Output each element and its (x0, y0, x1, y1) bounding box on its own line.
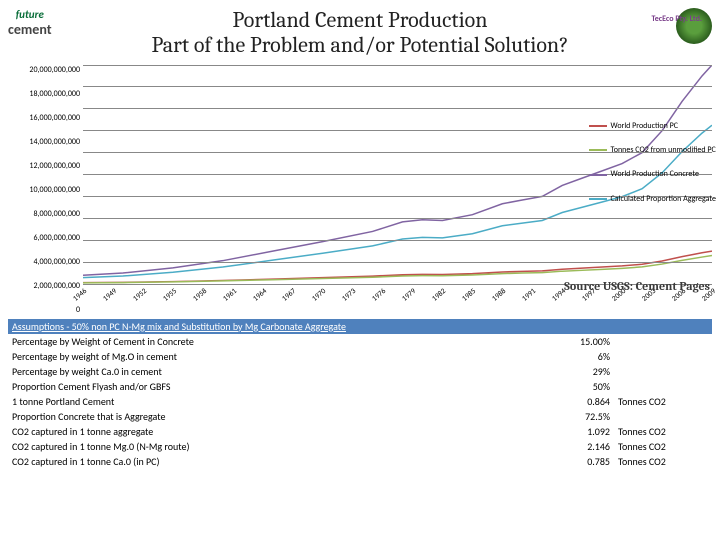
legend: World Production PC Tonnes CO2 from unmod… (589, 119, 716, 217)
table-row: Percentage by Weight of Cement in Concre… (8, 334, 712, 349)
y-tick: 10,000,000,000 (8, 185, 80, 195)
table-row: Percentage by weight of Mg.O in cement6% (8, 349, 712, 364)
logo-left-bottom: cement (8, 21, 52, 38)
row-value: 72.5% (546, 409, 614, 424)
y-tick: 18,000,000,000 (8, 89, 80, 99)
legend-swatch (589, 149, 607, 151)
grid-line (83, 262, 712, 263)
row-value: 29% (546, 364, 614, 379)
row-label: Percentage by Weight of Cement in Concre… (8, 334, 546, 349)
row-label: Percentage by weight of Mg.O in cement (8, 349, 546, 364)
title-line2: Part of the Problem and/or Potential Sol… (152, 32, 569, 58)
page-title: Portland Cement Production Part of the P… (8, 8, 712, 59)
x-tick: 1979 (401, 287, 418, 304)
grid-line (83, 240, 712, 241)
legend-label: World Production Concrete (611, 167, 699, 181)
table-row: Proportion Cement Flyash and/or GBFS50% (8, 379, 712, 394)
row-label: Percentage by weight Ca.0 in cement (8, 364, 546, 379)
y-tick: 20,000,000,000 (8, 65, 80, 75)
x-tick: 1970 (311, 287, 328, 304)
legend-label: World Production PC (611, 119, 679, 133)
y-tick: 4,000,000,000 (8, 257, 80, 267)
row-value: 6% (546, 349, 614, 364)
row-unit (614, 334, 712, 349)
table-row: CO2 captured in 1 tonne Ca.0 (in PC)0.78… (8, 454, 712, 469)
grid-line (83, 65, 712, 66)
y-tick: 8,000,000,000 (8, 209, 80, 219)
row-value: 0.785 (546, 454, 614, 469)
row-label: Proportion Concrete that is Aggregate (8, 409, 546, 424)
y-tick: 16,000,000,000 (8, 113, 80, 123)
y-tick: 14,000,000,000 (8, 137, 80, 147)
row-unit: Tonnes CO2 (614, 439, 712, 454)
legend-swatch (589, 174, 607, 176)
row-unit (614, 409, 712, 424)
row-label: CO2 captured in 1 tonne Mg.0 (N-Mg route… (8, 439, 546, 454)
legend-swatch (589, 198, 607, 200)
row-value: 50% (546, 379, 614, 394)
logo-right-text: TecEco Pty. Ltd. (651, 14, 702, 24)
row-value: 1.092 (546, 424, 614, 439)
x-tick: 1958 (191, 287, 208, 304)
row-label: 1 tonne Portland Cement (8, 394, 546, 409)
logo-left: future cement (8, 8, 52, 38)
table-row: CO2 captured in 1 tonne Mg.0 (N-Mg route… (8, 439, 712, 454)
x-tick: 1955 (161, 287, 178, 304)
row-label: CO2 captured in 1 tonne aggregate (8, 424, 546, 439)
y-axis: 20,000,000,000 18,000,000,000 16,000,000,0… (8, 65, 83, 315)
assumptions-table: Assumptions - 50% non PC N-Mg mix and Su… (8, 319, 712, 469)
y-tick: 12,000,000,000 (8, 161, 80, 171)
row-unit (614, 379, 712, 394)
row-unit: Tonnes CO2 (614, 394, 712, 409)
legend-swatch (589, 125, 607, 127)
table-row: Percentage by weight Ca.0 in cement29% (8, 364, 712, 379)
title-line1: Portland Cement Production (232, 7, 487, 33)
logo-left-top: future (16, 8, 44, 21)
x-tick: 1982 (431, 287, 448, 304)
row-unit: Tonnes CO2 (614, 424, 712, 439)
row-unit: Tonnes CO2 (614, 454, 712, 469)
legend-item: Tonnes CO2 from unmodified PC (589, 143, 716, 157)
legend-item: World Production Concrete (589, 167, 716, 181)
x-tick: 1952 (131, 287, 148, 304)
table-header: Assumptions - 50% non PC N-Mg mix and Su… (8, 319, 712, 334)
x-tick: 1964 (251, 287, 268, 304)
header: future cement TecEco Pty. Ltd. Portland … (8, 8, 712, 59)
table-row: Proportion Concrete that is Aggregate72.… (8, 409, 712, 424)
chart: 20,000,000,000 18,000,000,000 16,000,000,0… (8, 65, 712, 315)
row-value: 0.864 (546, 394, 614, 409)
table-row: CO2 captured in 1 tonne aggregate1.092To… (8, 424, 712, 439)
legend-label: Tonnes CO2 from unmodified PC (611, 143, 716, 157)
table-row: 1 tonne Portland Cement0.864Tonnes CO2 (8, 394, 712, 409)
row-unit (614, 364, 712, 379)
y-tick: 6,000,000,000 (8, 233, 80, 243)
row-label: Proportion Cement Flyash and/or GBFS (8, 379, 546, 394)
x-tick: 1976 (371, 287, 388, 304)
legend-label: Calculated Proportion Aggregate (611, 192, 716, 206)
x-tick: 1985 (461, 287, 478, 304)
grid-line (83, 108, 712, 109)
x-tick: 1949 (101, 287, 118, 304)
x-tick: 1973 (341, 287, 358, 304)
row-unit (614, 349, 712, 364)
x-tick: 1988 (491, 287, 508, 304)
grid-line (83, 86, 712, 87)
legend-item: Calculated Proportion Aggregate (589, 192, 716, 206)
x-tick: 1991 (521, 287, 538, 304)
row-label: CO2 captured in 1 tonne Ca.0 (in PC) (8, 454, 546, 469)
legend-item: World Production PC (589, 119, 716, 133)
x-tick: 1961 (221, 287, 238, 304)
grid-line (83, 218, 712, 219)
y-tick: 0 (8, 305, 80, 315)
y-tick: 2,000,000,000 (8, 281, 80, 291)
source-text: Source USGS: Cement Pages (564, 279, 710, 293)
x-tick: 1967 (281, 287, 298, 304)
row-value: 2.146 (546, 439, 614, 454)
row-value: 15.00% (546, 334, 614, 349)
